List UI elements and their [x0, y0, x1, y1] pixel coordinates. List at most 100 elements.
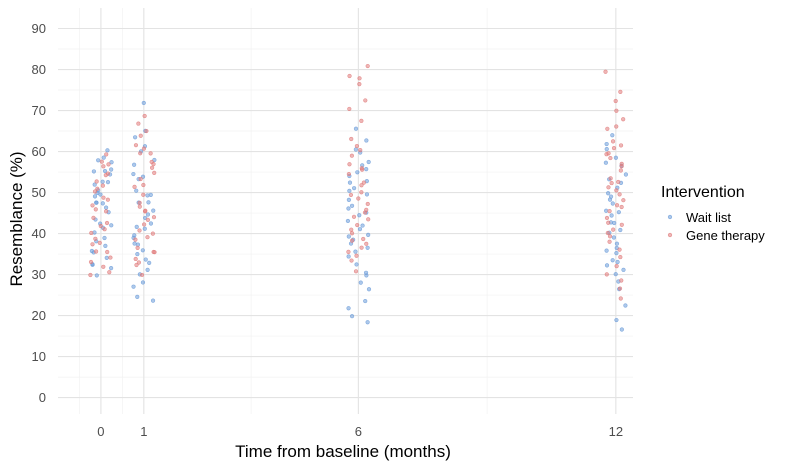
data-point — [366, 287, 372, 292]
data-point — [349, 136, 354, 142]
data-point — [93, 236, 98, 241]
data-point — [351, 214, 357, 219]
data-point — [347, 73, 352, 79]
data-point — [365, 63, 370, 69]
data-point — [349, 203, 355, 208]
data-point — [146, 200, 151, 205]
data-point — [349, 231, 355, 236]
x-tick-label: 1 — [140, 424, 147, 439]
data-point — [611, 227, 616, 232]
data-point — [353, 126, 359, 131]
x-tick-label: 6 — [355, 424, 362, 439]
data-point — [149, 165, 155, 170]
data-point — [98, 192, 103, 197]
data-points — [88, 63, 629, 332]
data-point — [618, 296, 623, 301]
data-point — [353, 147, 358, 152]
legend-title: Intervention — [661, 184, 745, 201]
data-point — [109, 223, 114, 228]
data-point — [138, 133, 143, 138]
data-point — [604, 152, 609, 157]
data-point — [133, 143, 139, 148]
data-point — [366, 217, 371, 222]
data-point — [135, 251, 140, 257]
data-point — [89, 230, 94, 236]
data-point — [610, 258, 615, 263]
data-point — [612, 220, 617, 226]
data-point — [607, 209, 612, 214]
data-point — [614, 263, 619, 269]
data-point — [145, 193, 150, 198]
data-point — [610, 133, 615, 138]
data-point — [604, 208, 609, 213]
data-point — [616, 179, 621, 185]
data-point — [139, 272, 145, 278]
data-point — [365, 245, 370, 250]
data-point — [145, 212, 151, 217]
data-point — [151, 161, 156, 167]
data-point — [102, 227, 107, 232]
data-point — [360, 167, 365, 172]
data-point — [103, 205, 109, 210]
legend-key-gene-therapy — [667, 232, 673, 238]
x-tick-label: 12 — [609, 424, 623, 439]
legend-key-wait-list — [667, 214, 673, 220]
data-point — [140, 280, 146, 285]
data-point — [349, 153, 354, 158]
data-point — [604, 263, 610, 268]
data-point — [611, 146, 617, 151]
data-point — [603, 69, 608, 74]
data-point — [608, 155, 613, 161]
data-point — [613, 155, 618, 160]
data-point — [618, 143, 624, 148]
data-point — [103, 173, 108, 178]
data-point — [606, 185, 611, 190]
data-point — [134, 224, 139, 229]
data-point — [104, 255, 109, 260]
data-point — [604, 272, 609, 277]
data-point — [617, 286, 623, 291]
y-tick-label: 30 — [32, 267, 46, 282]
data-point — [131, 171, 136, 177]
data-point — [349, 227, 354, 232]
data-point — [106, 162, 111, 167]
data-point — [150, 231, 155, 236]
data-point — [104, 152, 109, 157]
data-point — [102, 235, 107, 241]
data-point — [101, 164, 106, 169]
data-point — [141, 182, 146, 188]
data-point — [137, 228, 142, 233]
data-point — [100, 179, 105, 184]
data-point — [619, 164, 624, 169]
data-point — [614, 108, 619, 113]
data-point — [619, 327, 624, 332]
data-point — [100, 183, 105, 188]
data-point — [137, 200, 142, 205]
data-point — [346, 249, 351, 254]
data-point — [364, 167, 369, 172]
data-point — [145, 235, 150, 240]
data-point — [132, 241, 137, 246]
legend: Intervention Wait list Gene therapy — [661, 184, 765, 243]
data-point — [152, 170, 157, 175]
data-point — [356, 196, 361, 201]
data-point — [92, 194, 98, 199]
data-point — [606, 191, 611, 196]
data-point — [621, 117, 626, 122]
data-point — [96, 158, 101, 163]
data-point — [94, 200, 99, 205]
y-tick-label: 70 — [32, 103, 46, 118]
data-point — [90, 203, 95, 208]
data-point — [151, 215, 157, 220]
data-point — [362, 210, 368, 215]
data-point — [618, 254, 623, 260]
data-point — [366, 232, 371, 237]
data-point — [109, 266, 114, 271]
data-point — [347, 162, 352, 167]
data-point — [358, 280, 363, 285]
data-point — [604, 147, 609, 152]
data-point — [94, 179, 99, 184]
data-point — [359, 245, 364, 250]
data-point — [100, 201, 105, 206]
data-point — [145, 267, 150, 272]
